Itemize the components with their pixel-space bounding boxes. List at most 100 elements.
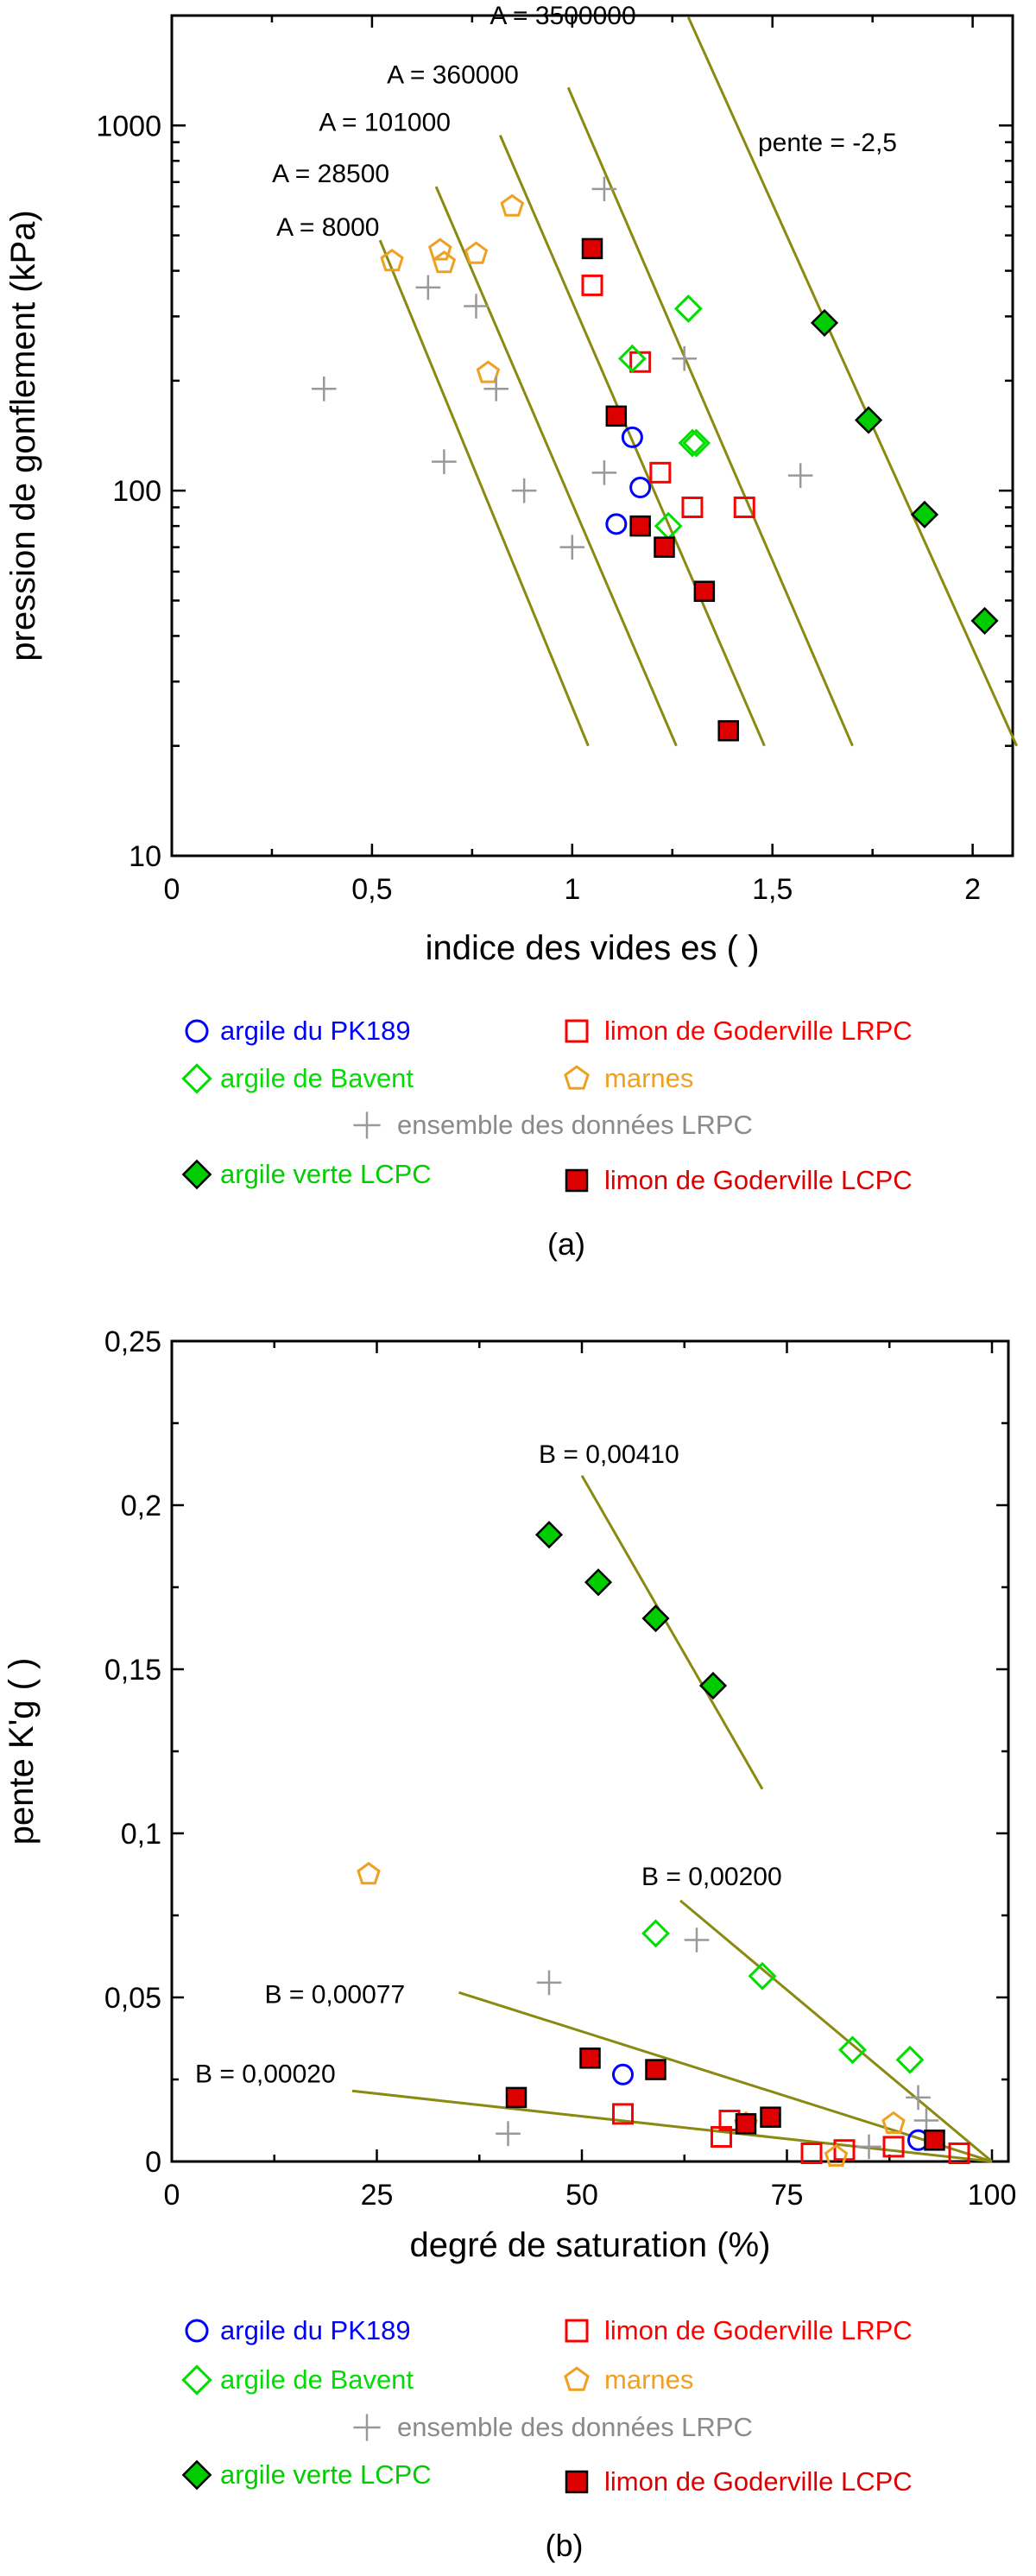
data-point <box>682 428 711 458</box>
data-point <box>856 2134 881 2160</box>
legend-marker <box>181 1159 212 1190</box>
legend-marker <box>565 2470 589 2494</box>
chart-a: 0 0,5 1 1,5 2 10 100 1000 indice des vides es ( … <box>4 2 1019 1262</box>
reference-line <box>434 186 678 747</box>
series-limon-de-goderville-lcpc <box>581 237 739 742</box>
legend-marker <box>185 1019 209 1043</box>
data-point <box>476 360 501 383</box>
reference-line <box>498 135 766 747</box>
data-point <box>810 308 839 337</box>
data-point <box>534 1521 564 1549</box>
data-point <box>591 460 617 485</box>
reference-line-label: A = 28500 <box>272 160 389 188</box>
x-axis-title: indice des vides es ( ) <box>426 929 760 967</box>
legend-marker <box>565 1019 589 1043</box>
data-point <box>649 461 672 484</box>
x-axis: 0 0,5 1 1,5 2 <box>164 16 981 906</box>
data-point <box>311 376 337 402</box>
data-point <box>854 406 883 434</box>
data-point <box>641 1604 670 1633</box>
data-point <box>536 1970 562 1996</box>
data-point <box>733 496 755 518</box>
data-point <box>464 294 489 319</box>
data-point <box>605 513 628 535</box>
legend-label: limon de Goderville LRPC <box>604 1016 913 1046</box>
reference-line <box>378 239 590 747</box>
caption: (b) <box>546 2528 584 2563</box>
legend-label: marnes <box>604 1063 693 1093</box>
data-point <box>824 2143 849 2167</box>
x-axis-title: degré de saturation (%) <box>409 2226 770 2264</box>
data-point <box>748 1961 777 1991</box>
data-point <box>641 1919 670 1948</box>
caption: (a) <box>547 1226 585 1262</box>
data-point <box>629 515 651 537</box>
legend-marker <box>565 2319 589 2343</box>
data-point <box>500 193 525 217</box>
data-point <box>970 606 999 635</box>
data-point <box>881 2111 906 2134</box>
reference-line-label: B = 0,00020 <box>195 2060 336 2088</box>
x-tick-label: 1,5 <box>752 873 793 906</box>
y-tick-label: 0,05 <box>104 1982 161 2015</box>
data-point <box>612 2063 634 2085</box>
y-axis: 0 0,05 0,1 0,15 0,2 0,25 <box>104 1326 1008 2179</box>
legend-marker <box>564 1065 590 1090</box>
legend-marker <box>564 2366 590 2391</box>
data-point <box>693 580 716 602</box>
data-point <box>432 250 457 274</box>
data-point <box>654 536 675 558</box>
series-argile-du-pk189 <box>605 426 652 535</box>
x-tick-label: 1 <box>564 873 580 906</box>
data-point <box>591 176 617 202</box>
data-point <box>496 2121 521 2146</box>
legend-label: ensemble des données LRPC <box>397 1110 753 1140</box>
legend-label: argile du PK189 <box>220 2315 411 2345</box>
data-point <box>357 1862 381 1885</box>
data-point <box>584 1568 613 1597</box>
y-axis-title: pression de gonflement (kPa) <box>4 210 42 661</box>
series-argile-de-bavent <box>617 294 711 541</box>
data-point <box>617 344 647 373</box>
reference-line-label: A = 3500000 <box>490 2 635 30</box>
x-tick-label: 2 <box>964 873 981 906</box>
data-point <box>882 2136 905 2158</box>
x-tick-label: 0 <box>164 2179 180 2212</box>
legend-label: argile de Bavent <box>220 2364 414 2395</box>
y-tick-label: 100 <box>112 475 161 508</box>
legend-marker <box>353 2414 381 2441</box>
data-point <box>505 2086 527 2109</box>
data-point <box>800 2142 823 2164</box>
annotation: pente = -2,5 <box>758 129 897 157</box>
data-point <box>906 2085 931 2111</box>
series-argile-verte-lcpc <box>534 1521 728 1700</box>
y-tick-label: 10 <box>129 840 161 873</box>
reference-line-label: B = 0,00410 <box>539 1440 679 1469</box>
data-point <box>581 237 603 260</box>
legend-marker <box>181 2459 212 2491</box>
y-tick-label: 0 <box>145 2146 161 2179</box>
data-point <box>579 2048 601 2069</box>
legend-label: ensemble des données LRPC <box>397 2412 753 2442</box>
reference-line-label: B = 0,00077 <box>265 1980 406 2009</box>
data-point <box>684 1927 710 1953</box>
data-point <box>380 248 404 272</box>
y-axis-title: pente K'g ( ) <box>3 1658 41 1845</box>
data-point <box>427 237 452 261</box>
legend-label: argile verte LCPC <box>220 1159 432 1189</box>
y-axis: 10 100 1000 <box>96 14 1013 873</box>
data-point <box>913 2108 939 2133</box>
x-tick-label: 25 <box>361 2179 394 2212</box>
data-point <box>612 2103 634 2125</box>
data-point <box>605 405 628 427</box>
y-tick-label: 0,2 <box>121 1490 161 1522</box>
legend-label: marnes <box>604 2364 693 2395</box>
series-ensemble-des-donnees-lrpc <box>311 176 813 560</box>
data-point <box>464 241 489 264</box>
reference-line-label: A = 8000 <box>276 213 379 242</box>
plot-frame <box>170 14 1014 858</box>
x-tick-label: 75 <box>771 2179 804 2212</box>
x-tick-label: 100 <box>968 2179 1017 2212</box>
y-tick-label: 1000 <box>96 110 161 142</box>
y-tick-label: 0,15 <box>104 1654 161 1687</box>
